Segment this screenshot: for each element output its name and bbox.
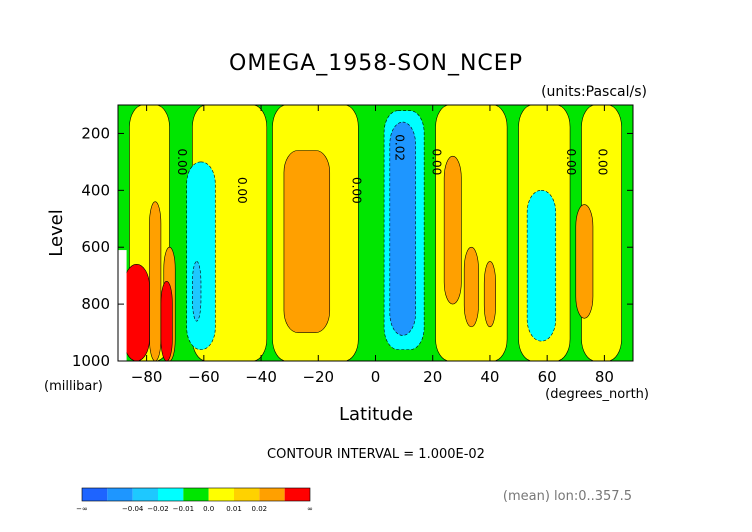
colorbar-swatch-7: [259, 488, 285, 501]
contour-region-16: [186, 161, 216, 350]
colorbar-label-6: 0.02: [252, 505, 268, 513]
colorbar-swatch-3: [158, 488, 184, 501]
colorbar-swatch-8: [284, 488, 310, 501]
contour-labels: 0.00 0.00 0.00 0.02 0.00 0.00 0.00: [175, 134, 610, 203]
x-tick-label-5: 20: [423, 368, 442, 386]
x-tick-label-7: 60: [538, 368, 557, 386]
x-tick-label-4: 0: [371, 368, 381, 386]
contour-region-8: [443, 155, 462, 305]
contour-region-11: [575, 204, 594, 319]
y-tick-label-0: 200: [81, 124, 110, 142]
colorbar: −∞ −0.04 −0.02 −0.01 0.0 0.01 0.02 ∞: [76, 487, 313, 513]
contour-region-9: [463, 246, 479, 328]
colorbar-label-2: −0.02: [147, 505, 168, 513]
colorbar-swatch-4: [183, 488, 209, 501]
missing-data-region: [118, 250, 127, 361]
contour-label-0: 0.00: [175, 149, 189, 176]
y-axis-label: Level: [46, 209, 67, 257]
contour-label-6: 0.00: [596, 149, 610, 176]
x-tick-label-0: −80: [131, 368, 163, 386]
contour-region-19: [192, 261, 202, 322]
units-label: (units:Pascal/s): [541, 84, 647, 100]
contour-region-20: [389, 121, 416, 336]
contour-region-7: [283, 150, 331, 333]
contour-region-15: [160, 281, 173, 361]
x-axis-ticks: −80 −60 −40 −20 0 20 40 60 80: [131, 105, 614, 386]
colorbar-label-5: 0.01: [226, 505, 242, 513]
y-axis-unit: (millibar): [44, 379, 103, 394]
contour-label-4: 0.00: [430, 149, 444, 176]
footer-mean: (mean) lon:0..357.5: [503, 489, 632, 504]
x-axis-label: Latitude: [339, 404, 413, 425]
colorbar-swatch-1: [107, 488, 133, 501]
x-axis-unit: (degrees_north): [545, 387, 649, 402]
colorbar-label-3: −0.01: [173, 505, 194, 513]
colorbar-swatch-2: [132, 488, 158, 501]
chart-title: OMEGA_1958-SON_NCEP: [229, 51, 523, 76]
contour-label-3: 0.02: [393, 134, 407, 161]
y-tick-label-1: 400: [81, 181, 110, 199]
x-tick-label-1: −60: [188, 368, 220, 386]
contour-label-5: 0.00: [564, 149, 578, 176]
colorbar-label-4: 0.0: [203, 505, 214, 513]
y-tick-label-3: 800: [81, 295, 110, 313]
colorbar-swatch-6: [234, 488, 260, 501]
y-axis-ticks: 200 400 600 800 1000: [72, 124, 633, 370]
x-tick-label-8: 80: [595, 368, 614, 386]
x-tick-label-6: 40: [480, 368, 499, 386]
y-tick-label-2: 600: [81, 238, 110, 256]
contour-region-12: [149, 201, 162, 361]
colorbar-swatch-5: [208, 488, 234, 501]
contour-region-14: [123, 263, 150, 361]
y-tick-label-4: 1000: [72, 352, 110, 370]
x-tick-label-3: −20: [302, 368, 334, 386]
colorbar-label-0: −∞: [76, 505, 88, 513]
contour-region-10: [483, 261, 496, 328]
contour-region-18: [526, 190, 557, 342]
contour-label-2: 0.00: [350, 177, 364, 204]
contour-interval: CONTOUR INTERVAL = 1.000E-02: [267, 447, 485, 462]
colorbar-label-7: ∞: [307, 505, 313, 513]
x-tick-label-2: −40: [245, 368, 277, 386]
shaded-field: [118, 105, 633, 361]
colorbar-swatch-0: [82, 488, 108, 501]
colorbar-frame: [81, 487, 311, 502]
colorbar-label-1: −0.04: [122, 505, 144, 513]
contour-label-1: 0.00: [235, 177, 249, 204]
